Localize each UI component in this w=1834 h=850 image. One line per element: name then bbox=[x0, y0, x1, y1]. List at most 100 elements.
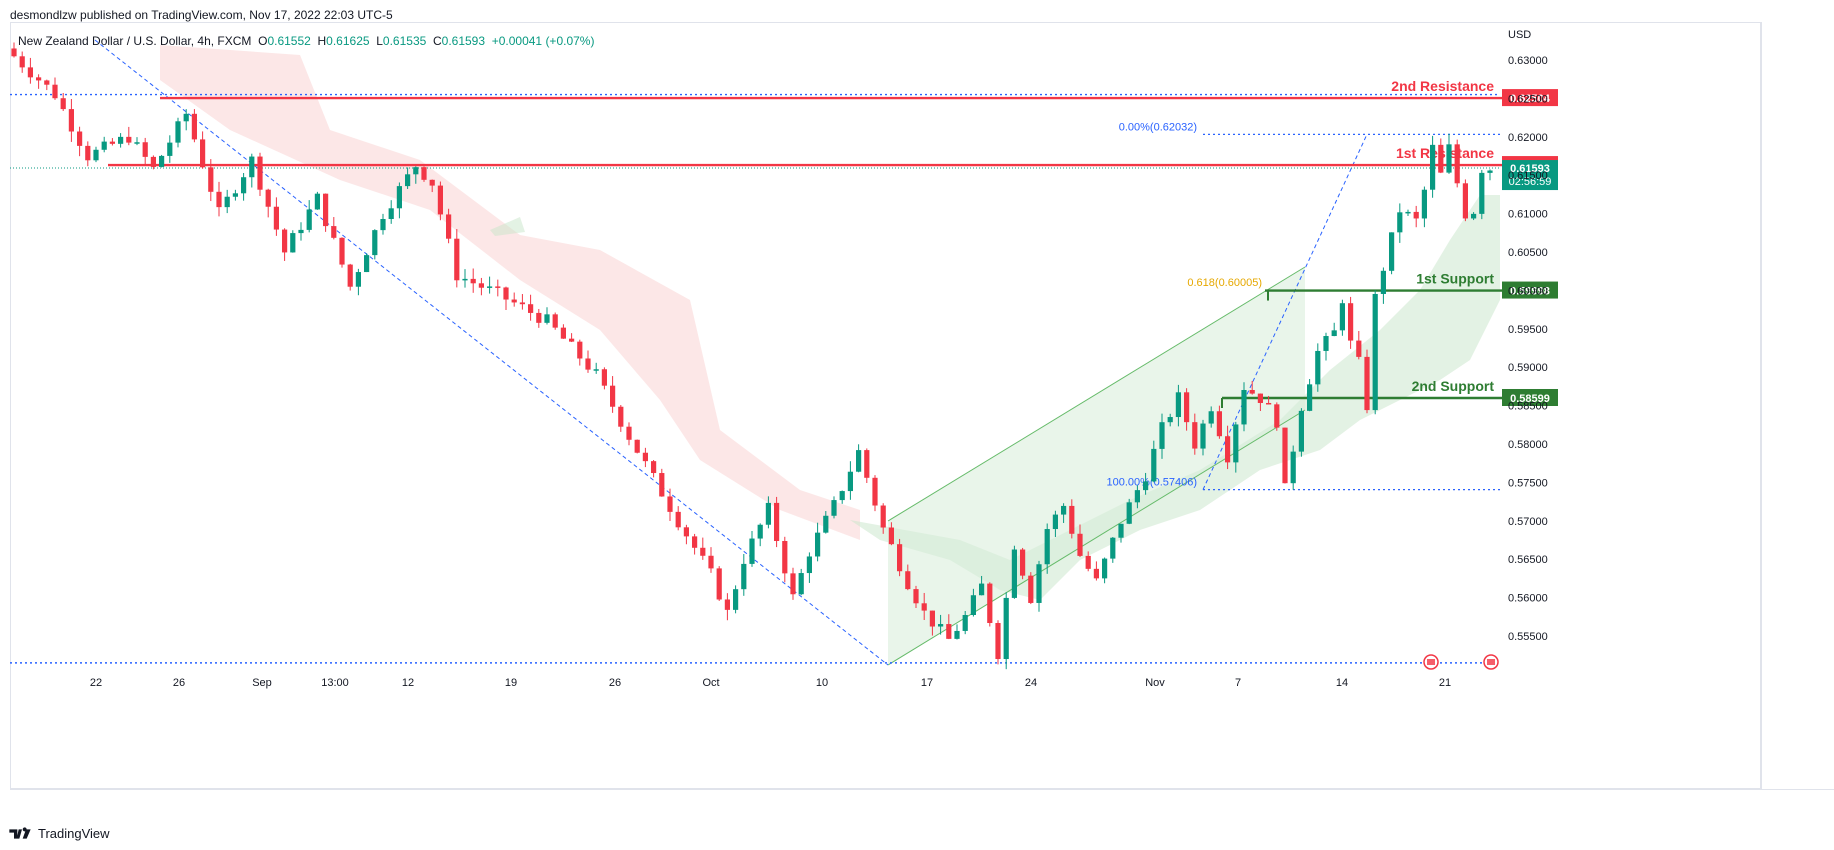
us-event-flag-icon bbox=[1423, 654, 1439, 670]
candle-body bbox=[470, 278, 476, 284]
us-event-flag-icon bbox=[1483, 654, 1499, 670]
candle-body bbox=[224, 196, 230, 208]
y-tick-label: 0.58500 bbox=[1508, 401, 1548, 413]
candle-body bbox=[618, 406, 624, 427]
candle-body bbox=[970, 595, 976, 615]
y-tick-label: 0.56000 bbox=[1508, 593, 1548, 605]
x-tick-label: 19 bbox=[505, 677, 517, 689]
candle-body bbox=[1479, 172, 1485, 214]
candle-body bbox=[880, 505, 886, 528]
candle-body bbox=[306, 209, 312, 230]
low-value: 0.61535 bbox=[382, 34, 427, 48]
current-price-label: 0.61593 bbox=[1510, 163, 1550, 175]
y-tick-label: 0.61000 bbox=[1508, 209, 1548, 221]
candle-body bbox=[610, 385, 616, 407]
candle-body bbox=[856, 450, 862, 472]
x-tick-label: Oct bbox=[702, 677, 719, 689]
candle-body bbox=[839, 491, 845, 501]
candle-body bbox=[938, 624, 944, 627]
close-value: 0.61593 bbox=[441, 34, 486, 48]
candle-body bbox=[331, 226, 337, 238]
x-tick-label: 13:00 bbox=[321, 677, 349, 689]
symbol-title[interactable]: New Zealand Dollar / U.S. Dollar, 4h, FX… bbox=[18, 34, 252, 48]
candle-body bbox=[109, 141, 115, 144]
candle-body bbox=[60, 98, 66, 110]
candle-body bbox=[749, 538, 755, 564]
candle-body bbox=[987, 583, 993, 624]
plot-area[interactable] bbox=[10, 22, 1761, 789]
candle-body bbox=[142, 142, 148, 157]
candle-body bbox=[11, 48, 17, 57]
candle-body bbox=[815, 532, 821, 557]
candle-body bbox=[946, 624, 952, 639]
y-tick-label: 0.62500 bbox=[1508, 93, 1548, 105]
candle-body bbox=[446, 214, 452, 239]
candle-body bbox=[1200, 423, 1206, 449]
candle-body bbox=[36, 77, 42, 81]
candle-body bbox=[798, 573, 804, 595]
axis-price-badge bbox=[1502, 89, 1558, 107]
candle-body bbox=[1454, 144, 1460, 184]
candle-body bbox=[1290, 451, 1296, 484]
candle-body bbox=[1028, 575, 1034, 603]
candle-body bbox=[626, 426, 632, 440]
candle-body bbox=[150, 156, 156, 167]
tradingview-logo-icon bbox=[9, 826, 31, 839]
candle-body bbox=[716, 568, 722, 600]
candle-body bbox=[355, 272, 361, 287]
candle-body bbox=[544, 314, 550, 323]
candle-body bbox=[724, 599, 730, 610]
channel-fill bbox=[888, 267, 1305, 665]
candle-body bbox=[413, 167, 419, 175]
candle-body bbox=[897, 544, 903, 572]
candle-body bbox=[692, 536, 698, 548]
candle-body bbox=[429, 179, 435, 186]
x-tick-label: 26 bbox=[173, 677, 185, 689]
price-axis[interactable] bbox=[1761, 22, 1834, 789]
candle-body bbox=[1044, 529, 1050, 565]
candle-body bbox=[528, 304, 534, 313]
y-tick-label: 0.55500 bbox=[1508, 631, 1548, 643]
candle-body bbox=[831, 500, 837, 516]
candle-body bbox=[1372, 293, 1378, 411]
candle-body bbox=[1413, 211, 1419, 219]
candle-body bbox=[19, 56, 25, 68]
candle-body bbox=[741, 563, 747, 590]
candle-body bbox=[1397, 212, 1403, 233]
y-tick-label: 0.60500 bbox=[1508, 247, 1548, 259]
candle-body bbox=[1085, 555, 1091, 569]
candle-body bbox=[782, 540, 788, 574]
candle-body bbox=[1216, 411, 1222, 437]
candles bbox=[11, 42, 1493, 670]
candle-body bbox=[208, 167, 214, 192]
axis-price-badge bbox=[1502, 388, 1558, 406]
level-name-label: 1st Support bbox=[1416, 271, 1494, 287]
candle-body bbox=[1298, 410, 1304, 452]
candle-body bbox=[421, 167, 427, 180]
candle-body bbox=[85, 145, 91, 161]
axis-currency-label: USD bbox=[1508, 29, 1531, 41]
x-tick-label: 14 bbox=[1336, 677, 1348, 689]
candle-body bbox=[1331, 330, 1337, 337]
candle-body bbox=[1274, 404, 1280, 428]
fib-level-label: 100.00%(0.57406) bbox=[1106, 477, 1197, 489]
candle-body bbox=[282, 229, 288, 253]
y-tick-label: 0.60000 bbox=[1508, 285, 1548, 297]
candle-body bbox=[601, 369, 607, 386]
candle-body bbox=[298, 229, 304, 234]
candle-body bbox=[651, 461, 657, 474]
candle-body bbox=[847, 471, 853, 492]
candle-body bbox=[93, 149, 99, 161]
footer-brand[interactable]: TradingView bbox=[8, 826, 110, 841]
candle-body bbox=[1380, 270, 1386, 294]
candle-body bbox=[1356, 340, 1362, 357]
candle-body bbox=[569, 338, 575, 342]
y-tick-label: 0.59000 bbox=[1508, 362, 1548, 374]
x-tick-label: 10 bbox=[816, 677, 828, 689]
candle-body bbox=[536, 312, 542, 323]
candle-body bbox=[232, 193, 238, 197]
bullish-cloud-fragment bbox=[490, 217, 525, 236]
candle-body bbox=[593, 369, 599, 371]
axis-price-badge-label: 0.62504 bbox=[1510, 93, 1551, 105]
